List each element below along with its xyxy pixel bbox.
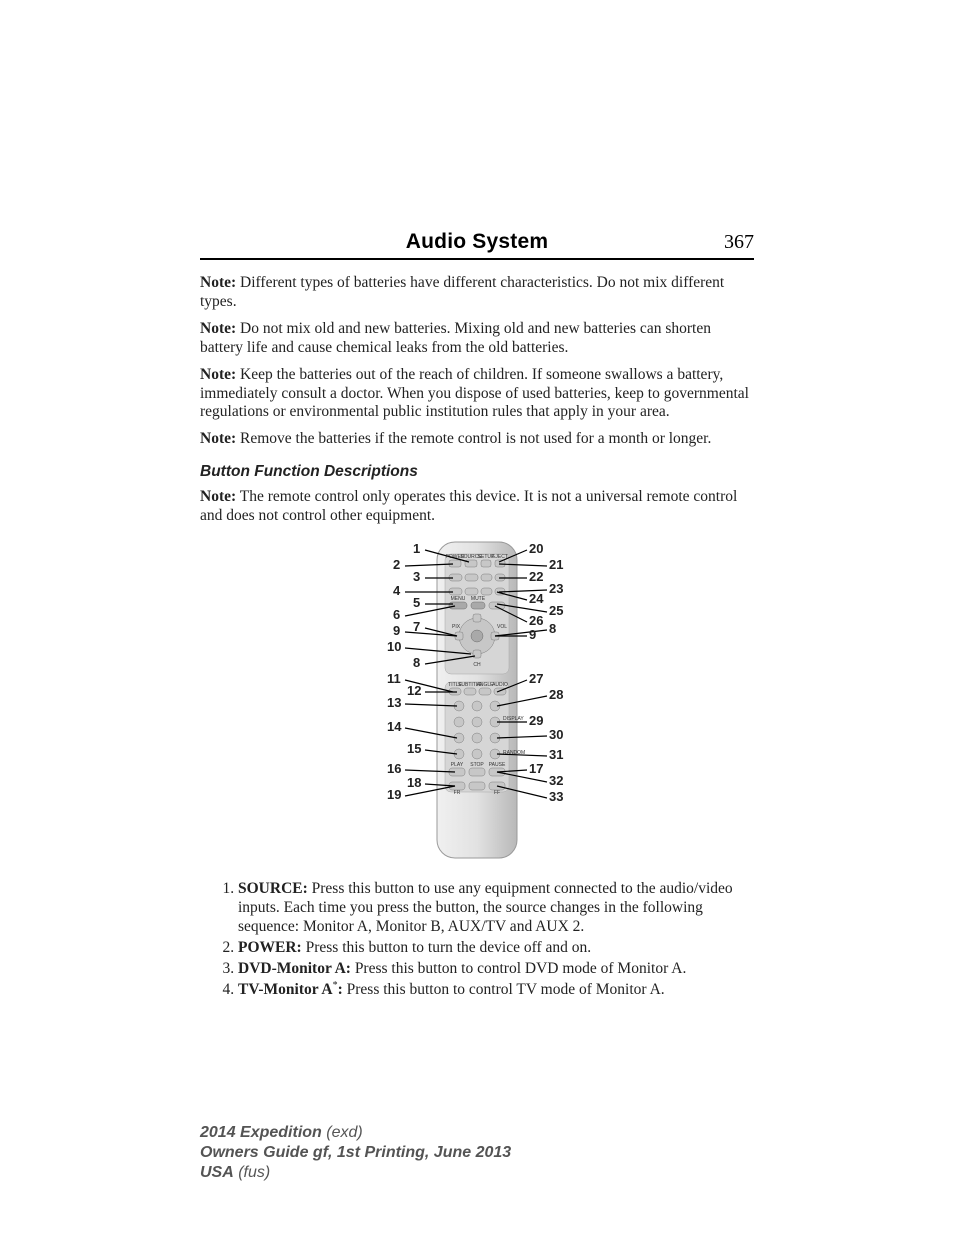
- footer-line-1: 2014 Expedition (exd): [200, 1123, 511, 1143]
- label-stop: STOP: [470, 762, 484, 768]
- callout-19: 19: [387, 788, 401, 801]
- page-title: Audio System: [406, 230, 548, 254]
- callout-31: 31: [549, 748, 563, 761]
- note-2: Note: Do not mix old and new batteries. …: [200, 320, 754, 358]
- note-1: Note: Different types of batteries have …: [200, 274, 754, 312]
- callout-27: 27: [529, 672, 543, 685]
- callout-17: 17: [529, 762, 543, 775]
- callout-29: 29: [529, 714, 543, 727]
- callout-23: 23: [549, 582, 563, 595]
- label-vol: VOL: [497, 624, 507, 630]
- label-audio: AUDIO: [492, 682, 508, 688]
- label-pause: PAUSE: [489, 762, 506, 768]
- note-lead: Note:: [200, 320, 236, 337]
- callout-16: 16: [387, 762, 401, 775]
- callout-11: 11: [387, 672, 401, 685]
- remote-diagram-wrap: POWER SOURCE SETUP EJECT: [200, 536, 754, 866]
- list-item: POWER: Press this button to turn the dev…: [238, 939, 754, 958]
- page: Audio System 367 Note: Different types o…: [0, 0, 954, 1235]
- note-text: Do not mix old and new batteries. Mixing…: [200, 320, 711, 356]
- callout-28: 28: [549, 688, 563, 701]
- callout-21: 21: [549, 558, 563, 571]
- note-4: Note: Remove the batteries if the remote…: [200, 430, 754, 449]
- callout-22: 22: [529, 570, 543, 583]
- label-pix: PIX: [452, 624, 461, 630]
- list-item: SOURCE: Press this button to use any equ…: [238, 880, 754, 937]
- remote-diagram: POWER SOURCE SETUP EJECT: [297, 536, 657, 866]
- callout-8a: 8: [413, 656, 420, 669]
- callout-14: 14: [387, 720, 401, 733]
- item-text: Press this button to use any equipment c…: [238, 880, 733, 935]
- label-display: DISPLAY: [503, 716, 524, 722]
- label-ch: CH: [473, 662, 481, 668]
- button-descriptions: SOURCE: Press this button to use any equ…: [222, 880, 754, 999]
- running-head: Audio System 367: [200, 230, 754, 260]
- label-ff: FF: [494, 790, 500, 796]
- callout-8b: 8: [549, 622, 556, 635]
- footer-line-3: USA (fus): [200, 1163, 511, 1183]
- footer-region-code: (fus): [234, 1164, 270, 1181]
- item-text: Press this button to control DVD mode of…: [351, 960, 686, 977]
- callout-30: 30: [549, 728, 563, 741]
- callout-18: 18: [407, 776, 421, 789]
- note-text: Keep the batteries out of the reach of c…: [200, 366, 749, 421]
- footer-region: USA: [200, 1164, 234, 1181]
- note-text: Different types of batteries have differ…: [200, 274, 724, 310]
- footer-model-code: (exd): [322, 1124, 363, 1141]
- item-text: Press this button to control TV mode of …: [343, 981, 665, 998]
- note-text: Remove the batteries if the remote contr…: [236, 430, 711, 447]
- callout-3: 3: [413, 570, 420, 583]
- item-lead: DVD-Monitor A:: [238, 960, 351, 977]
- callout-7: 7: [413, 620, 420, 633]
- note-lead: Note:: [200, 274, 236, 291]
- callout-5: 5: [413, 596, 420, 609]
- remote-scope-note: Note: The remote control only operates t…: [200, 488, 754, 526]
- callout-9a: 9: [393, 624, 400, 637]
- remote-body: POWER SOURCE SETUP EJECT: [437, 542, 525, 858]
- item-lead: POWER:: [238, 939, 302, 956]
- list-item: DVD-Monitor A: Press this button to cont…: [238, 960, 754, 979]
- label-fr: FR: [454, 790, 461, 796]
- callout-24: 24: [529, 592, 543, 605]
- footer-line-2: Owners Guide gf, 1st Printing, June 2013: [200, 1143, 511, 1163]
- label-mute: MUTE: [471, 596, 486, 602]
- callout-6: 6: [393, 608, 400, 621]
- item-lead: TV-Monitor A: [238, 981, 333, 998]
- callout-1: 1: [413, 542, 420, 555]
- page-number: 367: [724, 231, 754, 254]
- note-lead: Note:: [200, 488, 236, 505]
- label-play: PLAY: [451, 762, 464, 768]
- callout-33: 33: [549, 790, 563, 803]
- label-menu: MENU: [451, 596, 466, 602]
- note-text: The remote control only operates this de…: [200, 488, 737, 524]
- note-lead: Note:: [200, 366, 236, 383]
- callout-15: 15: [407, 742, 421, 755]
- note-lead: Note:: [200, 430, 236, 447]
- item-text: Press this button to turn the device off…: [302, 939, 591, 956]
- list-item: TV-Monitor A*: Press this button to cont…: [238, 981, 754, 1000]
- callout-20: 20: [529, 542, 543, 555]
- item-lead: SOURCE:: [238, 880, 308, 897]
- callout-25: 25: [549, 604, 563, 617]
- callout-4: 4: [393, 584, 400, 597]
- callout-32: 32: [549, 774, 563, 787]
- footer-model: 2014 Expedition: [200, 1124, 322, 1141]
- callout-2: 2: [393, 558, 400, 571]
- callout-9b: 9: [529, 628, 536, 641]
- body-text: Note: Different types of batteries have …: [200, 274, 754, 999]
- callout-12: 12: [407, 684, 421, 697]
- page-footer: 2014 Expedition (exd) Owners Guide gf, 1…: [200, 1123, 511, 1183]
- callout-10: 10: [387, 640, 401, 653]
- callout-13: 13: [387, 696, 401, 709]
- note-3: Note: Keep the batteries out of the reac…: [200, 366, 754, 423]
- callout-26: 26: [529, 614, 543, 627]
- remote-svg: POWER SOURCE SETUP EJECT: [297, 536, 657, 866]
- section-heading: Button Function Descriptions: [200, 463, 754, 482]
